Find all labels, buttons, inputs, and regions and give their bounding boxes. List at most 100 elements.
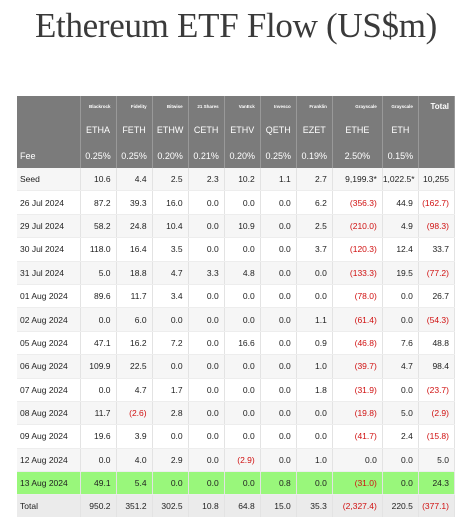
flow-value: 0.0 [224,471,261,496]
flow-value: (23.7) [418,378,456,402]
header-blank-cell [418,143,456,168]
fee-value: 0.25% [260,143,297,168]
flow-value: (162.7) [418,190,456,215]
flow-value: 0.0 [260,424,297,449]
flow-value: 10.6 [80,168,117,192]
flow-value: 109.9 [80,354,117,379]
table-row: 06 Aug 2024 109.9 22.5 0.0 0.0 0.0 0.0 1.0 (39.7… [17,354,456,379]
flow-value: 3.4 [152,284,189,309]
flow-value: 2.4 [382,424,419,449]
ticker-header: ETH [382,117,419,143]
flow-value: 10.4 [152,214,189,239]
table-row: 12 Aug 2024 0.0 4.0 2.9 0.0 (2.9) 0.0 1.0 0.0 0.0… [17,448,456,473]
flow-value: 12.4 [382,237,419,262]
flow-value: 16.0 [152,190,189,215]
flow-value: 0.0 [260,401,297,426]
ticker-header: ETHV [224,117,261,143]
flow-value: 1.8 [296,378,333,402]
flow-value: (39.7) [332,354,383,379]
total-value: (2,327.4) [332,494,383,517]
ticker-header: ETHW [152,117,189,143]
flow-value: 6.0 [116,307,153,332]
flow-value: 19.5 [382,261,419,285]
flow-value: 1,022.5* [382,168,419,192]
flow-value: 0.0 [152,307,189,332]
table-row: 29 Jul 2024 58.2 24.8 10.4 0.0 10.9 0.0 2.5 (210… [17,214,456,239]
row-date: 01 Aug 2024 [17,284,81,309]
table-row: 02 Aug 2024 0.0 6.0 0.0 0.0 0.0 0.0 1.1 (61.4) 0.… [17,307,456,332]
flow-value: 58.2 [80,214,117,239]
fee-value: 2.50% [332,143,383,168]
flow-value: 0.0 [224,284,261,309]
ticker-header: ETHA [80,117,117,143]
flow-value: (98.3) [418,214,456,239]
flow-value: 0.0 [260,331,297,356]
issuer-header: Franklin [296,96,333,117]
row-date: 07 Aug 2024 [17,378,81,402]
flow-value: 0.0 [382,448,419,473]
issuer-header: Blackrock [80,96,117,117]
fee-value: 0.20% [224,143,261,168]
ticker-header: QETH [260,117,297,143]
flow-value: 0.0 [260,237,297,262]
flow-value: (77.2) [418,261,456,285]
flow-value: 0.0 [224,307,261,332]
flow-value: 0.0 [188,237,225,262]
flow-value: 39.3 [116,190,153,215]
flow-value: 19.6 [80,424,117,449]
flow-value: 3.5 [152,237,189,262]
row-date: 29 Jul 2024 [17,214,81,239]
flow-value: 0.8 [260,471,297,496]
flow-value: 0.0 [224,190,261,215]
flow-value: 4.8 [224,261,261,285]
row-date: 06 Aug 2024 [17,354,81,379]
flow-value: 2.8 [152,401,189,426]
total-value: 351.2 [116,494,153,517]
flow-value: 0.0 [382,471,419,496]
table-row: 07 Aug 2024 0.0 4.7 1.7 0.0 0.0 0.0 1.8 (31.9) 0.… [17,378,456,402]
flow-value: 4.7 [116,378,153,402]
flow-value: 0.0 [296,424,333,449]
flow-value: 6.2 [296,190,333,215]
flow-value: 4.7 [382,354,419,379]
flow-value: 0.0 [188,471,225,496]
table-row: 31 Jul 2024 5.0 18.8 4.7 3.3 4.8 0.0 0.0 (133.3)… [17,261,456,285]
flow-value: (2.6) [116,401,153,426]
header-blank-cell [418,117,456,143]
flow-value: 16.4 [116,237,153,262]
flow-value: 0.0 [152,424,189,449]
flow-value: 11.7 [80,401,117,426]
total-value: 950.2 [80,494,117,517]
flow-value: 2.5 [296,214,333,239]
flow-value: 22.5 [116,354,153,379]
flow-value: 3.9 [116,424,153,449]
row-date: 02 Aug 2024 [17,307,81,332]
flow-value: 48.8 [418,331,456,356]
total-row: Total 950.2 351.2 302.5 10.8 64.8 15.0 35.3 (2,3… [17,494,456,517]
flow-value: (120.3) [332,237,383,262]
flow-value: 0.0 [382,307,419,332]
flow-value: 0.0 [382,284,419,309]
ticker-header: CETH [188,117,225,143]
ticker-header: FETH [116,117,153,143]
flow-value: 89.6 [80,284,117,309]
flow-value: 1.1 [260,168,297,192]
flow-value: 24.3 [418,471,456,496]
ticker-header-row: ETHA FETH ETHW CETH ETHV QETH EZET ETHE ETH [17,117,456,143]
flow-value: 10,255 [418,168,456,192]
flow-value: (31.9) [332,378,383,402]
ticker-header: EZET [296,117,333,143]
flow-value: 2.3 [188,168,225,192]
flow-value: 5.4 [116,471,153,496]
fee-value: 0.25% [80,143,117,168]
flow-value: 0.0 [188,448,225,473]
flow-value: (15.8) [418,424,456,449]
row-date: 05 Aug 2024 [17,331,81,356]
flow-value: (31.0) [332,471,383,496]
flow-value: (356.3) [332,190,383,215]
flow-value: 18.8 [116,261,153,285]
flow-value: 2.5 [152,168,189,192]
flow-value: 7.6 [382,331,419,356]
flow-value: 0.0 [188,424,225,449]
table-row: 30 Jul 2024 118.0 16.4 3.5 0.0 0.0 0.0 3.7 (120.… [17,237,456,262]
